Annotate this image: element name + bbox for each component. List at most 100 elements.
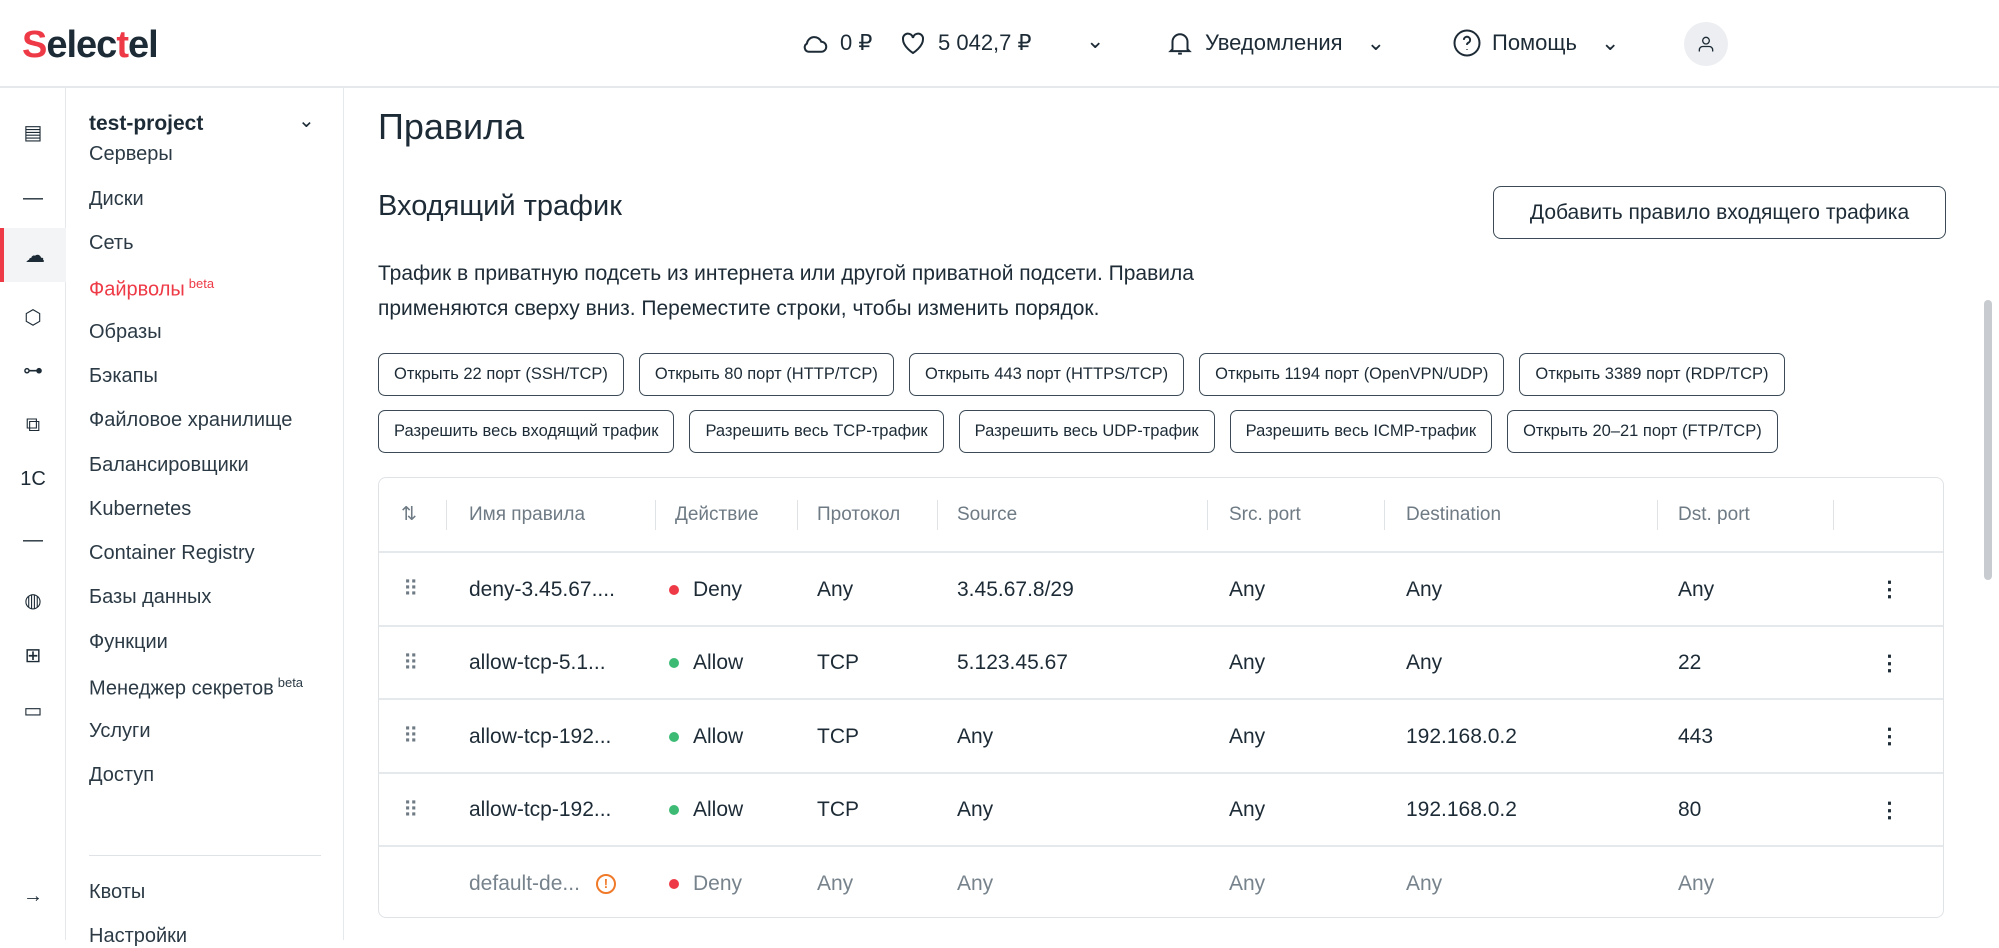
- selectel-logo[interactable]: Selectel: [22, 24, 159, 66]
- column-header[interactable]: Протокол: [817, 503, 901, 525]
- cell-src-port: Any: [1229, 627, 1265, 700]
- cube-icon[interactable]: ⬡: [24, 306, 42, 329]
- preset-button[interactable]: Открыть 80 порт (HTTP/TCP): [638, 353, 894, 396]
- column-header[interactable]: Действие: [675, 503, 759, 525]
- project-name[interactable]: test-project: [89, 112, 204, 135]
- table-row[interactable]: ⠿ allow-tcp-192... Allow TCP Any Any 192.168.0…: [379, 771, 1943, 847]
- nav-item[interactable]: Квоты: [89, 881, 146, 903]
- heart-icon: [901, 32, 925, 55]
- nav-item[interactable]: Диски: [89, 188, 144, 211]
- nav-item-label: Доступ: [89, 764, 155, 786]
- preset-button[interactable]: Открыть 1194 порт (OpenVPN/UDP): [1199, 353, 1505, 396]
- nav-item-label: Файрволы: [89, 278, 185, 301]
- more-menu-icon[interactable]: ⋮: [1879, 578, 1900, 601]
- cell-source: 3.45.67.8/29: [957, 553, 1074, 626]
- nav-item-label: Диски: [89, 188, 144, 210]
- monitor-icon[interactable]: ▭: [23, 699, 43, 722]
- preset-row: Разрешить весь входящий трафик Разрешить …: [378, 410, 1878, 453]
- nav-item[interactable]: Kubernetes: [89, 498, 191, 521]
- beta-badge: beta: [277, 675, 304, 690]
- preset-button[interactable]: Разрешить весь входящий трафик: [378, 410, 675, 453]
- 1c-icon[interactable]: 1C: [20, 467, 46, 490]
- nav-item[interactable]: Менеджер секретов beta: [89, 675, 303, 701]
- preset-button[interactable]: Открыть 22 порт (SSH/TCP): [378, 353, 624, 396]
- cell-dst-port: 443: [1678, 700, 1713, 773]
- cell-source: 5.123.45.67: [957, 627, 1068, 700]
- allow-dot-icon: [669, 658, 679, 668]
- more-menu-icon[interactable]: ⋮: [1879, 651, 1900, 675]
- column-header[interactable]: Src. port: [1229, 503, 1301, 525]
- nav-item[interactable]: Доступ: [89, 764, 154, 787]
- cell-action: Allow: [669, 700, 743, 773]
- cell-text: Allow: [693, 724, 744, 748]
- cell-dst-port: Any: [1678, 553, 1714, 626]
- nav-item[interactable]: Серверы: [89, 143, 173, 166]
- cell-text: 22: [1678, 651, 1702, 674]
- drag-handle-icon[interactable]: ⠿: [403, 798, 419, 822]
- scrollbar[interactable]: [1984, 300, 1992, 580]
- column-header[interactable]: Source: [957, 503, 1018, 525]
- more-menu-icon[interactable]: ⋮: [1879, 725, 1900, 748]
- minus-icon[interactable]: —: [23, 528, 43, 551]
- nav-item[interactable]: Функции: [89, 631, 168, 654]
- table-row[interactable]: ⠿ allow-tcp-5.1... Allow TCP 5.123.45.67 Any A…: [379, 624, 1943, 700]
- cloud-balance[interactable]: 0 ₽: [800, 28, 872, 58]
- cell-action: Allow: [669, 627, 743, 700]
- balance-dropdown[interactable]: ⌄: [1086, 28, 1104, 54]
- cell-protocol: Any: [817, 847, 853, 917]
- notifications-label: Уведомления: [1205, 30, 1343, 55]
- cell-protocol: TCP: [817, 774, 859, 847]
- warning-icon[interactable]: !: [595, 873, 616, 894]
- nav-item[interactable]: Бэкапы: [89, 365, 158, 388]
- sort-icon[interactable]: ⇅: [401, 504, 417, 525]
- table-row[interactable]: ⠿ deny-3.45.67.... Deny Any 3.45.67.8/29 Any A…: [379, 551, 1943, 626]
- arrow-right-icon[interactable]: →: [23, 884, 43, 907]
- more-menu-icon[interactable]: ⋮: [1879, 798, 1900, 822]
- table-row[interactable]: default-de...! Deny Any Any Any Any Any: [379, 845, 1943, 917]
- minus-icon[interactable]: —: [23, 186, 43, 209]
- help-menu[interactable]: Помощь ⌄: [1452, 28, 1619, 58]
- copy-icon[interactable]: ⧉: [25, 413, 41, 436]
- nav-item[interactable]: Услуги: [89, 720, 151, 743]
- add-inbound-rule-button[interactable]: Добавить правило входящего трафика: [1493, 186, 1946, 239]
- cell-text: Any: [957, 871, 994, 895]
- column-divider: [1657, 500, 1658, 530]
- preset-button[interactable]: Открыть 443 порт (HTTPS/TCP): [908, 353, 1185, 396]
- nav-item[interactable]: Файрволы beta: [89, 276, 214, 302]
- cell-name: allow-tcp-5.1...: [469, 627, 606, 700]
- nav-item[interactable]: Настройки: [89, 925, 188, 947]
- drag-handle-icon[interactable]: ⠿: [403, 578, 419, 601]
- drag-handle-icon[interactable]: ⠿: [403, 725, 419, 748]
- server-icon[interactable]: ▤: [23, 121, 43, 144]
- cell-text: 192.168.0.2: [1406, 724, 1517, 748]
- column-header[interactable]: Имя правила: [469, 503, 586, 525]
- notifications-menu[interactable]: Уведомления ⌄: [1165, 28, 1385, 58]
- cell-text: Deny: [693, 871, 743, 895]
- globe-icon[interactable]: ◍: [24, 589, 42, 612]
- nav-item[interactable]: Сеть: [89, 232, 133, 255]
- nav-item[interactable]: Базы данных: [89, 586, 211, 609]
- nav-item[interactable]: Файловое хранилище: [89, 409, 292, 432]
- network-icon[interactable]: ⊶: [23, 359, 43, 382]
- preset-button[interactable]: Открыть 3389 порт (RDP/TCP): [1519, 353, 1785, 396]
- main-balance[interactable]: 5 042,7 ₽: [898, 28, 1032, 58]
- avatar[interactable]: [1684, 22, 1728, 66]
- preset-button[interactable]: Открыть 20–21 порт (FTP/TCP): [1507, 410, 1778, 453]
- nav-item[interactable]: Образы: [89, 321, 162, 344]
- drag-handle-icon[interactable]: ⠿: [403, 651, 419, 675]
- cell-text: Any: [1229, 577, 1266, 601]
- preset-button[interactable]: Разрешить весь UDP-трафик: [958, 410, 1215, 453]
- cell-destination: Any: [1406, 553, 1442, 626]
- chevron-down-icon[interactable]: ⌄: [298, 110, 315, 132]
- preset-button[interactable]: Разрешить весь TCP-трафик: [689, 410, 944, 453]
- cloud-icon[interactable]: ☁: [0, 228, 66, 282]
- apps-add-icon[interactable]: ⊞: [24, 644, 42, 667]
- nav-item[interactable]: Container Registry: [89, 542, 255, 565]
- column-header[interactable]: Dst. port: [1678, 503, 1750, 525]
- column-divider: [1833, 500, 1834, 530]
- nav-item[interactable]: Балансировщики: [89, 454, 249, 477]
- cell-src-port: Any: [1229, 553, 1265, 626]
- preset-button[interactable]: Разрешить весь ICMP-трафик: [1229, 410, 1493, 453]
- table-row[interactable]: ⠿ allow-tcp-192... Allow TCP Any Any 192.168.0…: [379, 698, 1943, 773]
- column-header[interactable]: Destination: [1406, 503, 1502, 525]
